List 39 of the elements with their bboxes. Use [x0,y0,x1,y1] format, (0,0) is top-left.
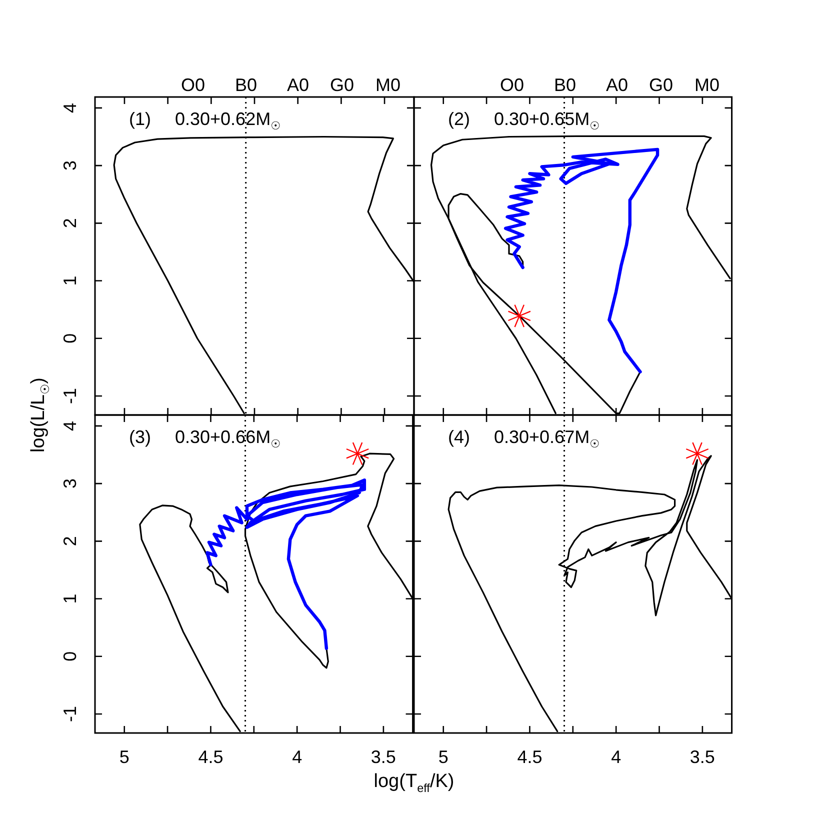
y-tick-label: 3 [60,478,80,489]
annotation: 0.30+0.67M$_{☉}$ [494,427,600,453]
text: M0 [694,75,720,95]
text: A0 [286,75,310,95]
y-tick-label: 0 [60,333,80,344]
text: B0 [554,75,576,95]
x-tick-label: 3.5 [370,746,396,767]
x-tick-label: 5 [438,746,448,767]
x-tick-label: 4 [292,746,302,767]
text: B0 [234,75,258,95]
x-tick-label: 5 [119,746,130,767]
x-tick-label: 4 [611,746,622,767]
y-tick-label: 4 [60,102,80,113]
text: M0 [375,75,401,95]
annotation: 0.30+0.66M$_{☉}$ [175,427,281,453]
annotation: 0.30+0.62M$_{☉}$ [175,109,281,135]
y-tick-label: 1 [60,594,80,604]
annotation: (4) [448,427,470,449]
y-tick-label: -1 [60,706,80,722]
annotation: (3) [129,427,151,449]
y-tick-label: -1 [60,388,80,404]
y-tick-label: 1 [60,276,80,286]
y-tick-label: 3 [60,160,80,171]
y-tick-label: 4 [60,420,80,431]
x-tick-label: 3.5 [690,746,715,767]
annotation: (2) [448,109,470,131]
text: A0 [606,75,628,95]
annotation: (1) [129,109,151,131]
y-tick-label: 2 [60,218,80,228]
y-tick-label: 2 [60,536,80,546]
x-tick-label: 4.5 [198,746,224,767]
y-tick-label: 0 [60,651,80,662]
text: O0 [500,75,524,95]
text: G0 [330,75,354,95]
text: O0 [180,75,206,95]
text: G0 [648,75,674,95]
x-tick-label: 4.5 [517,746,542,767]
x-axis-title: log(T$_{eff}$/K) [374,771,454,795]
annotation: 0.30+0.65M$_{☉}$ [494,109,600,135]
